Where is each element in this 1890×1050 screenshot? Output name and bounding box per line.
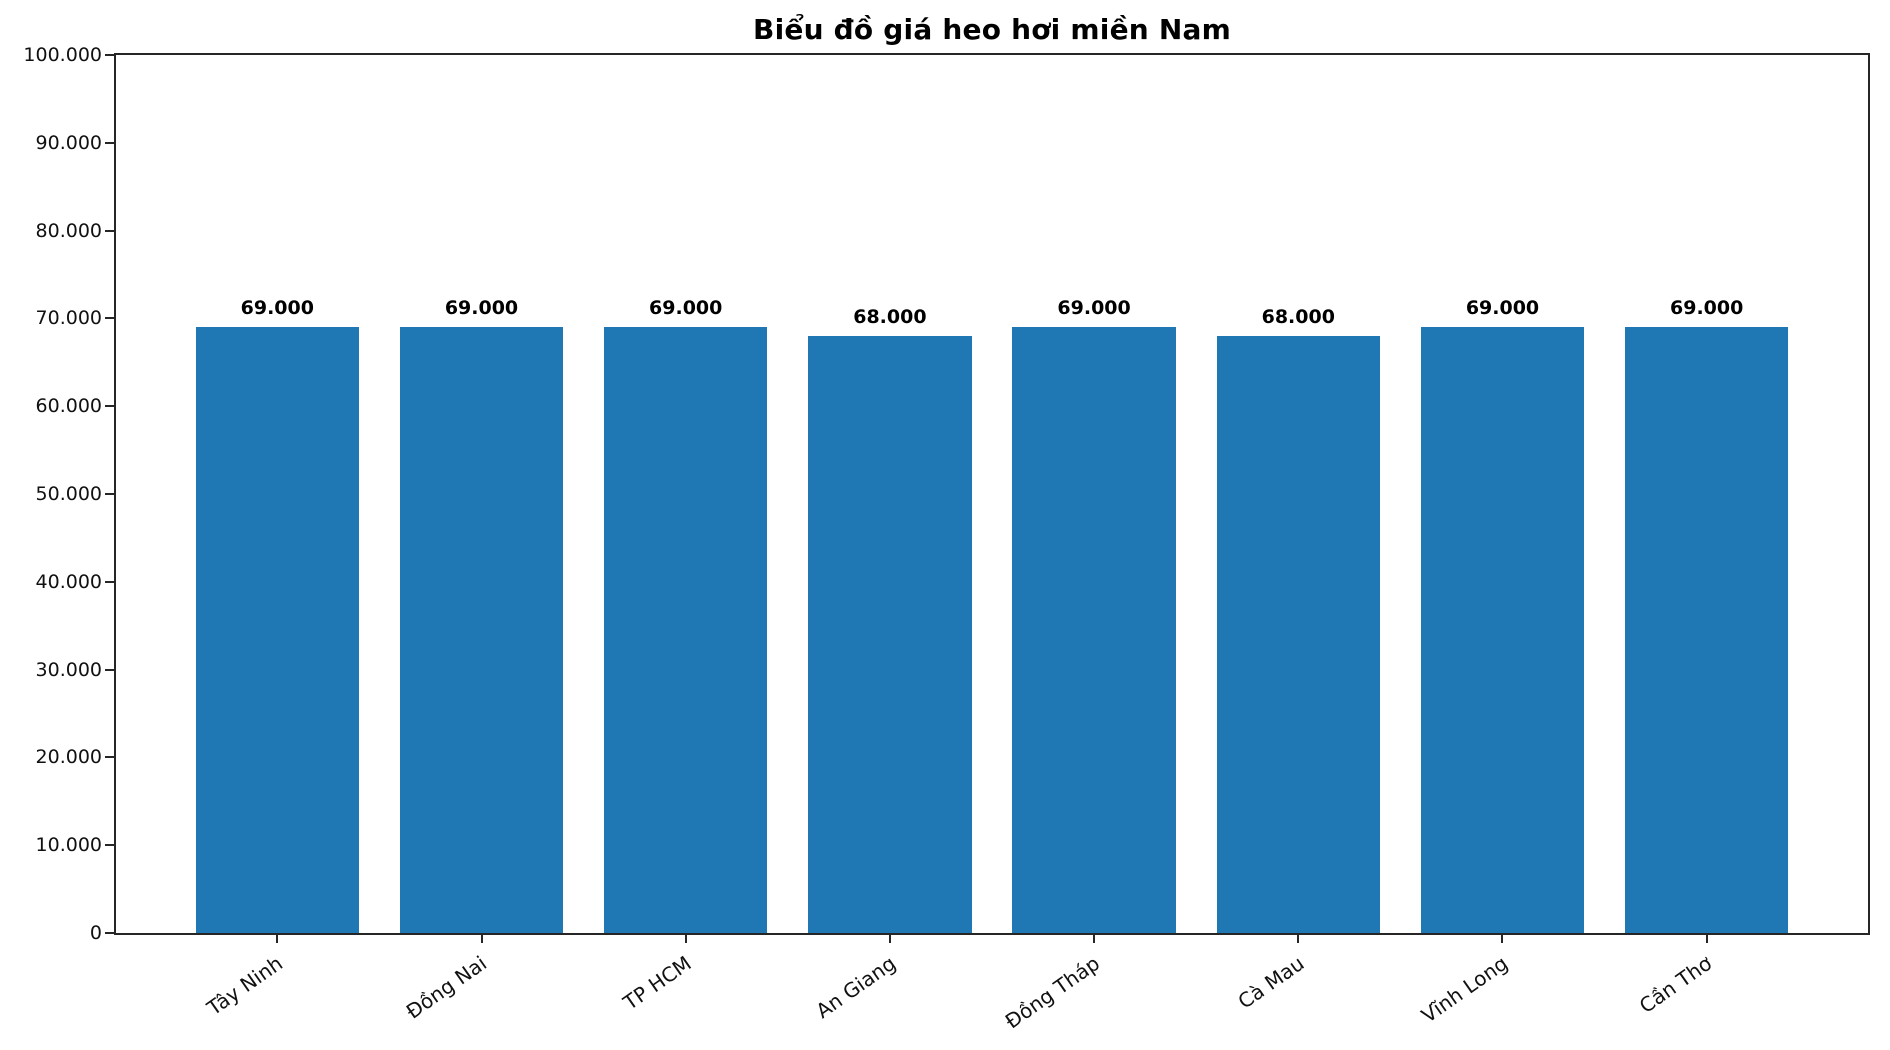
x-axis-tick-mark (480, 933, 483, 943)
y-axis-tick-label: 70.000 (35, 307, 102, 330)
bar-value-label: 69.000 (240, 297, 314, 320)
plot-area: 0 10.000 20.000 30.000 40.000 50.000 60.000 70.… (23, 44, 1870, 1033)
y-axis-tick-mark (105, 756, 114, 759)
x-axis-tick-mark (1093, 933, 1096, 943)
x-axis-tick-mark (888, 933, 891, 943)
bar (1216, 335, 1380, 933)
bar-value-label: 68.000 (853, 305, 927, 328)
bar (195, 327, 359, 933)
x-axis-tick-label: TP HCM (618, 951, 696, 1015)
x-axis-tick-label: Cần Thơ (1635, 951, 1717, 1018)
x-axis-tick-label: Đồng Nai (401, 951, 492, 1024)
y-axis-tick-label: 60.000 (35, 395, 102, 418)
x-axis-tick-label: Tây Ninh (202, 951, 288, 1021)
y-axis-tick-label: 10.000 (35, 834, 102, 857)
x-axis-tick-label: Cà Mau (1233, 951, 1309, 1014)
y-axis-tick-label: 20.000 (35, 746, 102, 769)
y-axis-tick-mark (105, 580, 114, 583)
x-axis-tick-label: Đồng Tháp (1000, 951, 1104, 1034)
x-axis-tick-mark (276, 933, 279, 943)
bar (1012, 327, 1176, 933)
bar-value-label: 69.000 (1465, 297, 1540, 320)
bar (808, 335, 972, 933)
chart-title: Biểu đồ giá heo hơi miền Nam (753, 13, 1231, 46)
y-axis-tick-mark (105, 844, 114, 847)
y-axis-tick-mark (105, 493, 114, 495)
y-axis-tick-mark (105, 668, 114, 671)
y-axis-tick-label: 40.000 (35, 570, 102, 593)
x-axis-tick-mark (1705, 933, 1708, 943)
x-axis-tick-label: Vĩnh Long (1417, 951, 1513, 1028)
bar (399, 327, 564, 933)
y-axis-tick-mark (105, 405, 114, 408)
y-axis-tick-label: 100.000 (23, 44, 102, 66)
x-axis-tick-mark (1297, 933, 1300, 943)
y-axis-tick-mark (105, 317, 114, 320)
x-axis-tick-mark (684, 933, 687, 943)
y-axis-tick-label: 30.000 (35, 658, 102, 681)
bar-value-label: 69.000 (1670, 297, 1744, 320)
bar-value-label: 69.000 (444, 297, 519, 320)
y-axis-tick-mark (105, 229, 114, 232)
bar (1625, 327, 1789, 933)
y-axis-tick-label: 80.000 (35, 219, 102, 242)
x-axis-tick-mark (1501, 933, 1504, 943)
y-axis-tick-label: 90.000 (35, 131, 102, 154)
bar (1420, 327, 1585, 933)
y-axis-tick-label: 0 (89, 922, 102, 944)
y-axis-tick-mark (105, 932, 114, 934)
x-axis-tick-label: An Giang (811, 951, 900, 1024)
y-axis-tick-mark (105, 141, 114, 144)
y-axis-tick-mark (105, 54, 114, 56)
bar-value-label: 69.000 (1057, 297, 1131, 320)
bar-value-label: 68.000 (1261, 305, 1335, 328)
bar-value-label: 69.000 (649, 297, 723, 320)
bar (604, 327, 768, 933)
y-axis-tick-label: 50.000 (35, 483, 102, 505)
